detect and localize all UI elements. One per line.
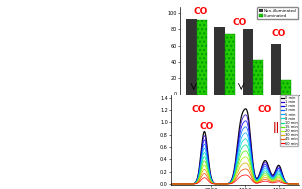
Text: CO: CO (271, 29, 286, 38)
Bar (271, 44, 281, 94)
Text: CO: CO (232, 18, 246, 27)
Text: ||: || (272, 122, 280, 133)
Legend: Non-illuminated, Illuminated: Non-illuminated, Illuminated (257, 7, 298, 19)
Bar (197, 20, 207, 94)
Bar (186, 19, 197, 95)
Text: CO: CO (194, 8, 208, 16)
Bar (253, 60, 263, 94)
Bar (214, 27, 225, 94)
Legend: 0 min, 1 min, 2 min, 3 min, 5 min, 8 min, 10 min, 15 min, 20 min, 30 min, 45 min: 0 min, 1 min, 2 min, 3 min, 5 min, 8 min… (280, 95, 298, 146)
Bar (225, 34, 235, 94)
Text: CO: CO (199, 122, 214, 131)
Bar (281, 80, 291, 94)
Bar (243, 29, 253, 94)
Text: CO: CO (257, 105, 271, 115)
Text: CO: CO (192, 105, 206, 115)
